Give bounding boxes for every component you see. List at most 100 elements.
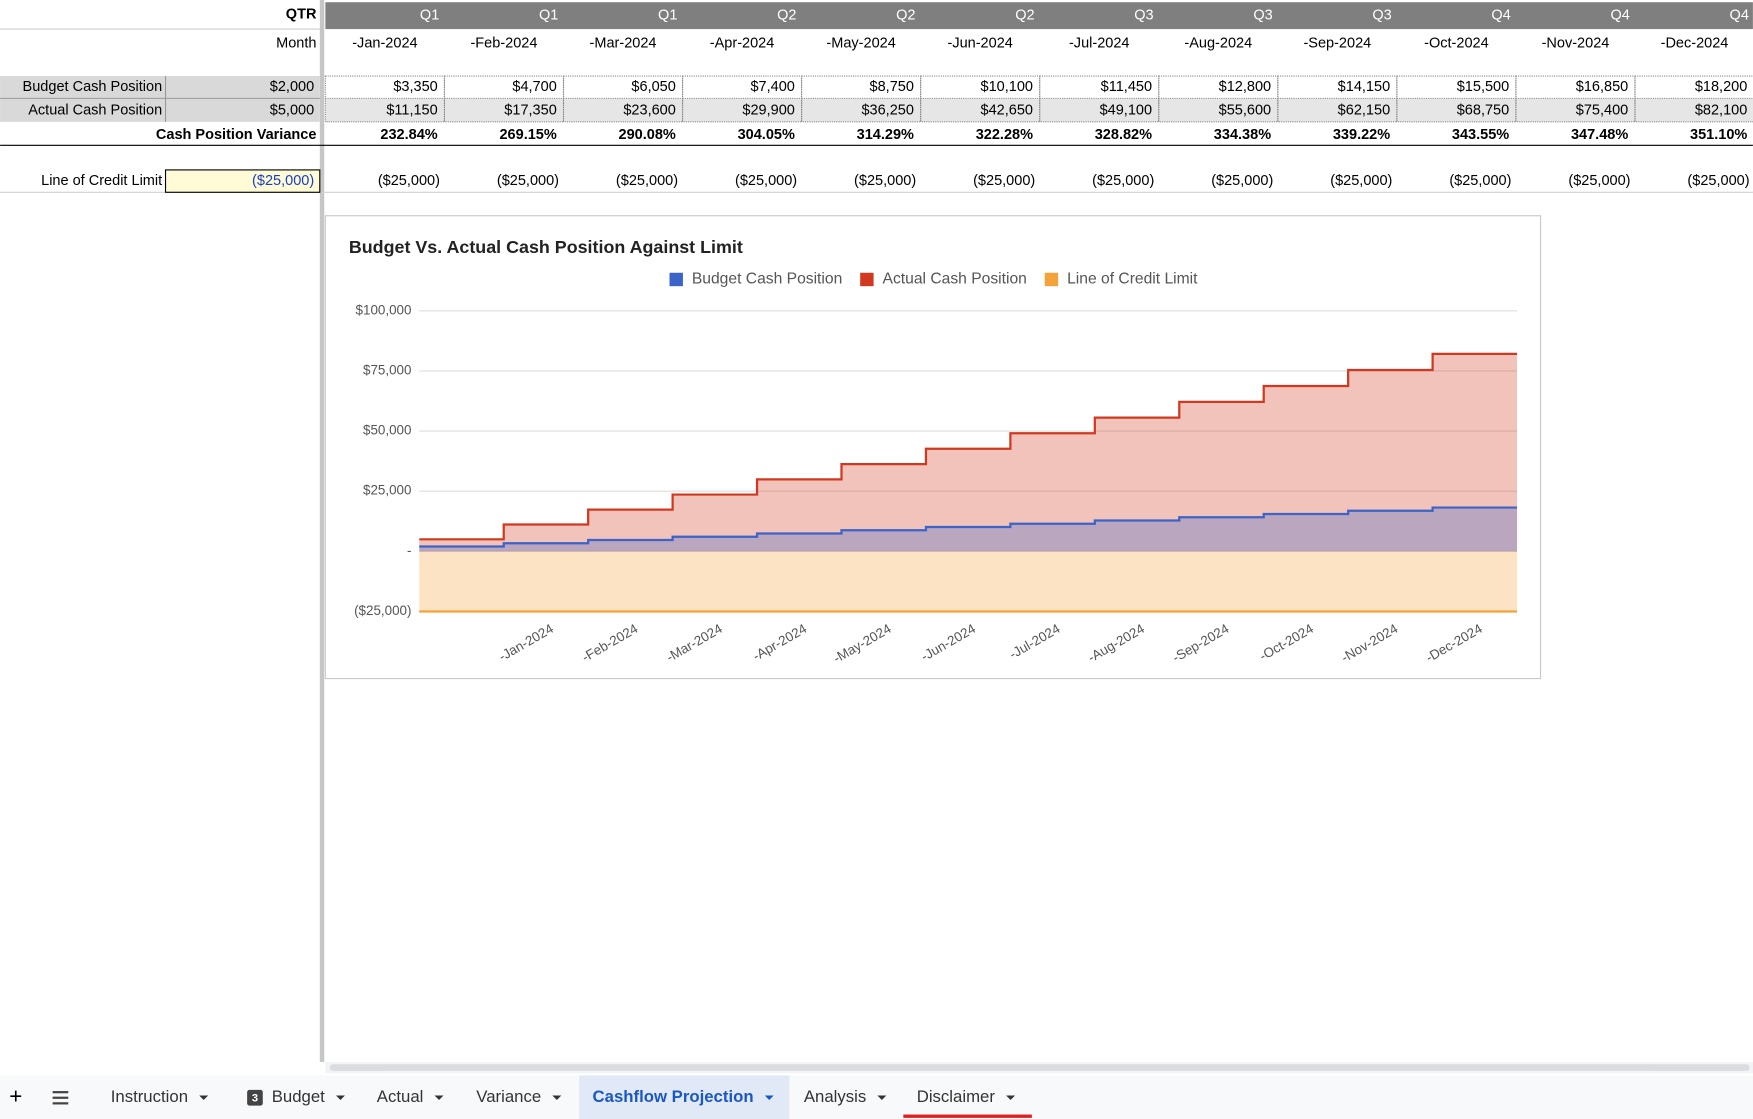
loc-cell: ($25,000) [1211,173,1273,189]
tab-badge-bg [247,1089,263,1106]
month-cell: -Dec-2024 [1661,35,1729,51]
sheet-tab[interactable]: Variance [476,1087,541,1106]
sheet-tab[interactable]: Instruction [111,1087,188,1106]
tab-menu-arrow [434,1095,444,1100]
variance-cell: 339.22% [1333,127,1390,143]
variance-cell: 314.29% [857,127,914,143]
tab-menu-arrow [877,1095,887,1100]
row-label: Budget Cash Position [23,79,163,95]
actual-cell: $49,100 [1100,103,1152,119]
qtr-cell: Q1 [658,7,677,23]
loc-cell: ($25,000) [973,173,1035,189]
variance-cell: 232.84% [380,127,437,143]
row-label: Line of Credit Limit [41,173,162,189]
variance-cell: 304.05% [738,127,795,143]
row-label: Actual Cash Position [28,103,162,119]
qtr-cell: Q4 [1491,7,1510,23]
variance-cell: 328.82% [1095,127,1152,143]
variance-cell: 322.28% [976,127,1033,143]
y-tick-label: $100,000 [356,302,412,317]
loc-cell: ($25,000) [1330,173,1392,189]
cell: $2,000 [270,79,314,95]
qtr-cell: Q2 [896,7,915,23]
variance-cell: 343.55% [1452,127,1509,143]
row-label: Month [276,35,316,51]
icon-bar [52,1096,69,1099]
month-cell: -Apr-2024 [710,35,775,51]
month-cell: -Nov-2024 [1542,35,1610,51]
budget-cell: $3,350 [393,79,437,95]
active-tab-bg [579,1075,790,1119]
loc-cell: ($25,000) [616,173,678,189]
tab-color-underline [903,1114,1032,1118]
input-cell [164,169,321,193]
qtr-cell: Q4 [1730,7,1749,23]
budget-cell: $7,400 [750,79,794,95]
row-label: Cash Position Variance [156,127,317,143]
budget-cell: $15,500 [1457,79,1509,95]
loc-cell: ($25,000) [1449,173,1511,189]
budget-cell: $8,750 [870,79,914,95]
y-tick-label: ($25,000) [354,603,411,618]
sheet-tab[interactable]: Budget [272,1087,325,1106]
sheet-tab[interactable]: Analysis [804,1087,866,1106]
variance-cell: 347.48% [1571,127,1628,143]
month-cell: -Feb-2024 [470,35,537,51]
actual-cell: $75,400 [1576,103,1628,119]
sheet-tab[interactable]: Disclaimer [917,1087,996,1106]
tab-menu-arrow [552,1095,562,1100]
actual-cell: $36,250 [861,103,913,119]
tab-menu-arrow [764,1095,774,1100]
series-area [419,551,1518,612]
budget-cell: $6,050 [631,79,675,95]
budget-cell: $12,800 [1219,79,1271,95]
budget-cell: $11,450 [1101,79,1152,95]
budget-cell: $16,850 [1576,79,1628,95]
month-cell: -Jun-2024 [947,35,1012,51]
actual-cell: $42,650 [981,103,1033,119]
variance-cell: 290.08% [619,127,676,143]
legend-label: Actual Cash Position [883,271,1027,288]
series-line [419,352,1518,541]
legend-label: Line of Credit Limit [1067,271,1198,288]
loc-cell: ($25,000) [1092,173,1154,189]
qtr-cell: Q3 [1372,7,1391,23]
month-cell: -Mar-2024 [590,35,657,51]
loc-cell: ($25,000) [497,173,559,189]
budget-cell: $14,150 [1338,79,1390,95]
scrollbar[interactable] [329,1064,1750,1071]
add-sheet[interactable]: + [9,1084,22,1109]
budget-cell: $10,100 [981,79,1033,95]
month-cell: -Oct-2024 [1424,35,1489,51]
loc-cell: ($25,000) [735,173,797,189]
variance-cell: 351.10% [1690,127,1747,143]
month-cell: -Jul-2024 [1069,35,1130,51]
loc-cell: ($25,000) [378,173,440,189]
frozen-divider [319,0,325,1062]
qtr-cell: Q3 [1253,7,1272,23]
qtr-cell: Q2 [1015,7,1034,23]
tab-menu-arrow [199,1095,209,1100]
legend-swatch [1044,272,1059,287]
loc-cell: ($25,000) [854,173,916,189]
qtr-cell: Q1 [420,7,439,23]
sheet-tab[interactable]: Actual [377,1087,424,1106]
all-sheets[interactable] [52,1091,69,1105]
qtr-cell: Q2 [777,7,796,23]
legend-swatch [860,272,874,287]
legend-swatch [669,272,683,287]
loc-cell: ($25,000) [1687,173,1749,189]
actual-cell: $82,100 [1695,103,1747,119]
actual-cell: $55,600 [1219,103,1271,119]
qtr-cell: Q1 [539,7,558,23]
chart-title: Budget Vs. Actual Cash Position Against … [349,237,743,257]
actual-cell: $23,600 [623,103,675,119]
qtr-cell: Q4 [1610,7,1629,23]
y-tick-label: $25,000 [363,483,411,498]
sheet-tab[interactable]: Cashflow Projection [593,1087,754,1106]
icon-bar [52,1102,69,1105]
icon-bar [52,1091,69,1094]
cell: ($25,000) [252,173,314,189]
actual-cell: $62,150 [1338,103,1390,119]
